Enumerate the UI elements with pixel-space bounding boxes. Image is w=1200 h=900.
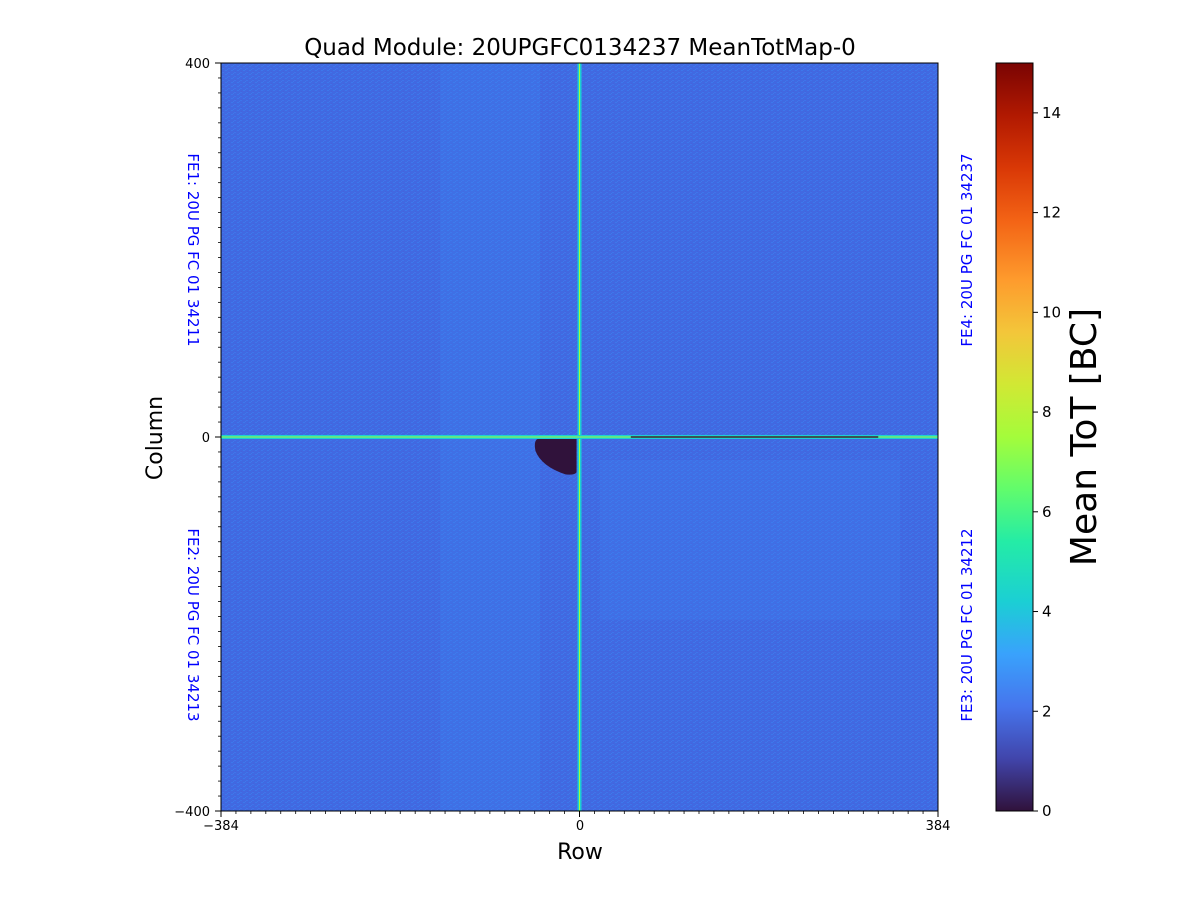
colorbar-tick-label-0: 0 (1042, 802, 1052, 820)
x-tick-label-1: 0 (576, 819, 584, 834)
colorbar-tick-label-7: 14 (1042, 104, 1061, 122)
colorbar (995, 62, 1034, 812)
colorbar-tick-label-4: 8 (1042, 403, 1052, 421)
y-axis-label: Column (143, 396, 168, 480)
chart-title: Quad Module: 20UPGFC0134237 MeanTotMap-0 (304, 35, 856, 61)
fe2-label: FE2: 20U PG FC 01 34213 (184, 528, 202, 721)
y-tick-label-1: 0 (202, 431, 210, 446)
plot-area (221, 63, 938, 811)
colorbar-tick-label-2: 4 (1042, 603, 1052, 621)
boundary-horizontal-core (221, 436, 938, 438)
x-tick-label-2: 384 (926, 819, 951, 834)
colorbar-label: Mean ToT [BC] (1064, 308, 1105, 566)
colorbar-tick-label-6: 12 (1042, 204, 1061, 222)
colorbar-tick-label-1: 2 (1042, 702, 1052, 720)
y-tick-label-2: −400 (174, 805, 210, 820)
low-tot-region (534, 439, 577, 475)
colorbar-tick-label-3: 6 (1042, 503, 1052, 521)
x-tick-label-0: −384 (203, 819, 239, 834)
low-tot-streak (630, 436, 879, 438)
axis-ticks (215, 62, 939, 817)
y-tick-label-0: 400 (185, 57, 210, 72)
colorbar-tick-label-5: 10 (1042, 303, 1061, 321)
fe3-label: FE3: 20U PG FC 01 34212 (958, 528, 976, 721)
fe1-label: FE1: 20U PG FC 01 34211 (184, 153, 202, 346)
heatmap-right-band (600, 460, 900, 620)
fe4-label: FE4: 20U PG FC 01 34237 (958, 153, 976, 346)
colorbar-ticks: 0 2 4 6 8 10 12 14 (1033, 104, 1061, 820)
x-axis-label: Row (557, 840, 603, 865)
